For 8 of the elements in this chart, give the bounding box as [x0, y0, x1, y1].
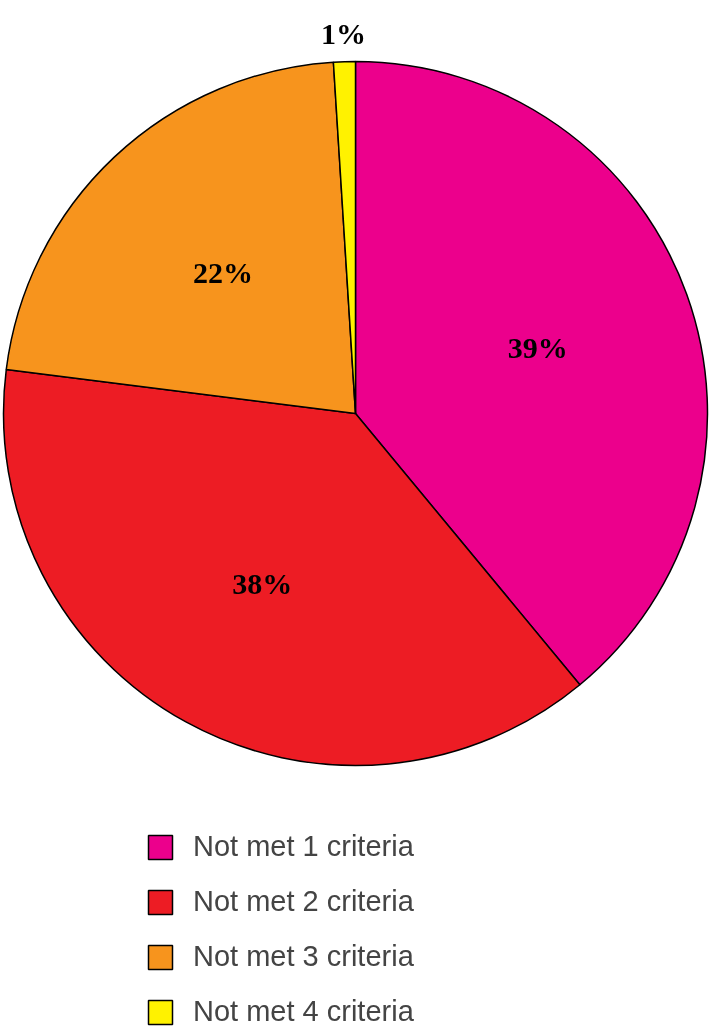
legend-label: Not met 1 criteria	[193, 830, 414, 863]
data-label: 39%	[507, 331, 568, 365]
data-label: 22%	[192, 255, 253, 289]
legend-label: Not met 3 criteria	[193, 940, 414, 973]
data-label: 1%	[321, 17, 367, 51]
legend-label: Not met 2 criteria	[193, 885, 414, 918]
data-label: 38%	[232, 566, 293, 600]
legend-label: Not met 4 criteria	[193, 995, 414, 1028]
